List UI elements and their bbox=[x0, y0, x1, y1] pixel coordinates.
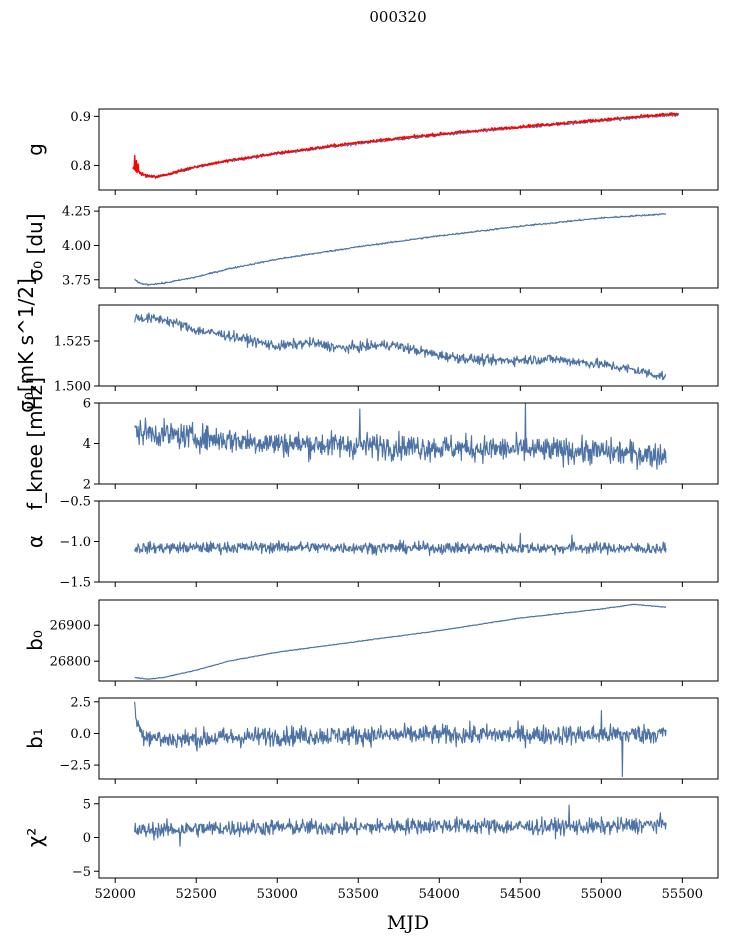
panels: 0.8 0.9 g 3.75 4.00 4.25 σ₀ [du] 1.500 1.525 σ₀[m… bbox=[14, 108, 719, 902]
y-tick-label-b0-0: 26800 bbox=[50, 655, 91, 670]
series-line-sigma0-0 bbox=[134, 213, 667, 287]
y-tick-label-sigma0-2: 4.25 bbox=[62, 205, 91, 220]
series-line-chi2-0 bbox=[134, 804, 667, 847]
x-tick-label-1: 52500 bbox=[176, 887, 217, 902]
x-tick-label-4: 54000 bbox=[419, 887, 460, 902]
y-tick-label-g-1: 0.9 bbox=[70, 110, 91, 125]
y-tick-label-fknee-1: 4 bbox=[83, 437, 91, 452]
y-axis-label-alpha: α bbox=[23, 535, 47, 548]
y-axis-label-fknee: f_knee [mHz] bbox=[23, 377, 47, 510]
y-tick-label-sigma0_phys-1: 1.525 bbox=[54, 335, 91, 350]
axes-frame-sigma0_phys bbox=[98, 304, 719, 387]
y-tick-label-alpha-0: −1.5 bbox=[59, 576, 91, 591]
y-tick-label-b1-0: −2.5 bbox=[59, 759, 91, 774]
axes-frame-b0 bbox=[98, 599, 719, 682]
panel-alpha: −1.5 −1.0 −0.5 α bbox=[23, 495, 719, 591]
y-tick-label-b0-1: 26900 bbox=[50, 619, 91, 634]
y-tick-label-g-0: 0.8 bbox=[70, 159, 91, 174]
x-tick-label-6: 55000 bbox=[581, 887, 622, 902]
y-tick-label-chi2-0: −5 bbox=[72, 865, 91, 880]
series-line-b1-0 bbox=[134, 701, 667, 778]
y-tick-label-chi2-2: 5 bbox=[83, 797, 91, 812]
axes-frame-g bbox=[98, 108, 719, 191]
series-line-g-1 bbox=[132, 112, 679, 179]
panel-g: 0.8 0.9 g bbox=[23, 108, 719, 195]
axes-frame-b1 bbox=[98, 697, 719, 780]
x-tick-label-5: 54500 bbox=[500, 887, 541, 902]
panel-sigma0_phys: 1.500 1.525 σ₀[mK s^1/2] bbox=[14, 278, 719, 413]
y-tick-label-sigma0-0: 3.75 bbox=[62, 273, 91, 288]
panel-b1: −2.5 0.0 2.5 b₁ bbox=[23, 695, 719, 784]
series-line-sigma0_phys-0 bbox=[134, 312, 667, 381]
series-line-alpha-0 bbox=[134, 532, 667, 557]
y-axis-label-b1: b₁ bbox=[23, 728, 47, 749]
y-tick-label-alpha-2: −0.5 bbox=[59, 495, 91, 510]
panel-chi2: −5 0 5 52000 52500 53000 53500 54000 54500 55000 5… bbox=[23, 796, 719, 902]
y-tick-label-fknee-2: 6 bbox=[83, 397, 91, 412]
y-tick-label-sigma0_phys-0: 1.500 bbox=[54, 380, 91, 395]
series-line-fknee-0 bbox=[134, 403, 667, 471]
x-tick-label-2: 53000 bbox=[257, 887, 298, 902]
y-tick-label-chi2-1: 0 bbox=[83, 831, 91, 846]
x-tick-label-7: 55500 bbox=[662, 887, 703, 902]
x-tick-label-0: 52000 bbox=[95, 887, 136, 902]
axes-frame-sigma0 bbox=[98, 206, 719, 289]
panel-fknee: 2 4 6 f_knee [mHz] bbox=[23, 377, 719, 510]
y-axis-label-sigma0_phys: σ₀[mK s^1/2] bbox=[14, 278, 38, 413]
panel-sigma0: 3.75 4.00 4.25 σ₀ [du] bbox=[23, 205, 719, 293]
figure-title: 000320 bbox=[369, 8, 426, 26]
series-line-g-0 bbox=[132, 113, 680, 180]
y-axis-label-chi2: χ² bbox=[23, 828, 47, 848]
y-tick-label-b1-2: 2.5 bbox=[70, 695, 91, 710]
axes-frame-chi2 bbox=[98, 796, 719, 879]
x-tick-label-3: 53500 bbox=[338, 887, 379, 902]
x-axis-label: MJD bbox=[387, 912, 429, 934]
y-tick-label-alpha-1: −1.0 bbox=[59, 535, 91, 550]
y-tick-label-sigma0-1: 4.00 bbox=[62, 239, 91, 254]
y-tick-label-fknee-0: 2 bbox=[83, 478, 91, 493]
y-axis-label-g: g bbox=[23, 143, 47, 156]
y-axis-label-sigma0: σ₀ [du] bbox=[23, 213, 47, 281]
axes-frame-alpha bbox=[98, 500, 719, 583]
y-axis-label-b0: b₀ bbox=[23, 630, 47, 651]
series-line-b0-0 bbox=[134, 603, 667, 680]
y-tick-label-b1-1: 0.0 bbox=[70, 727, 91, 742]
